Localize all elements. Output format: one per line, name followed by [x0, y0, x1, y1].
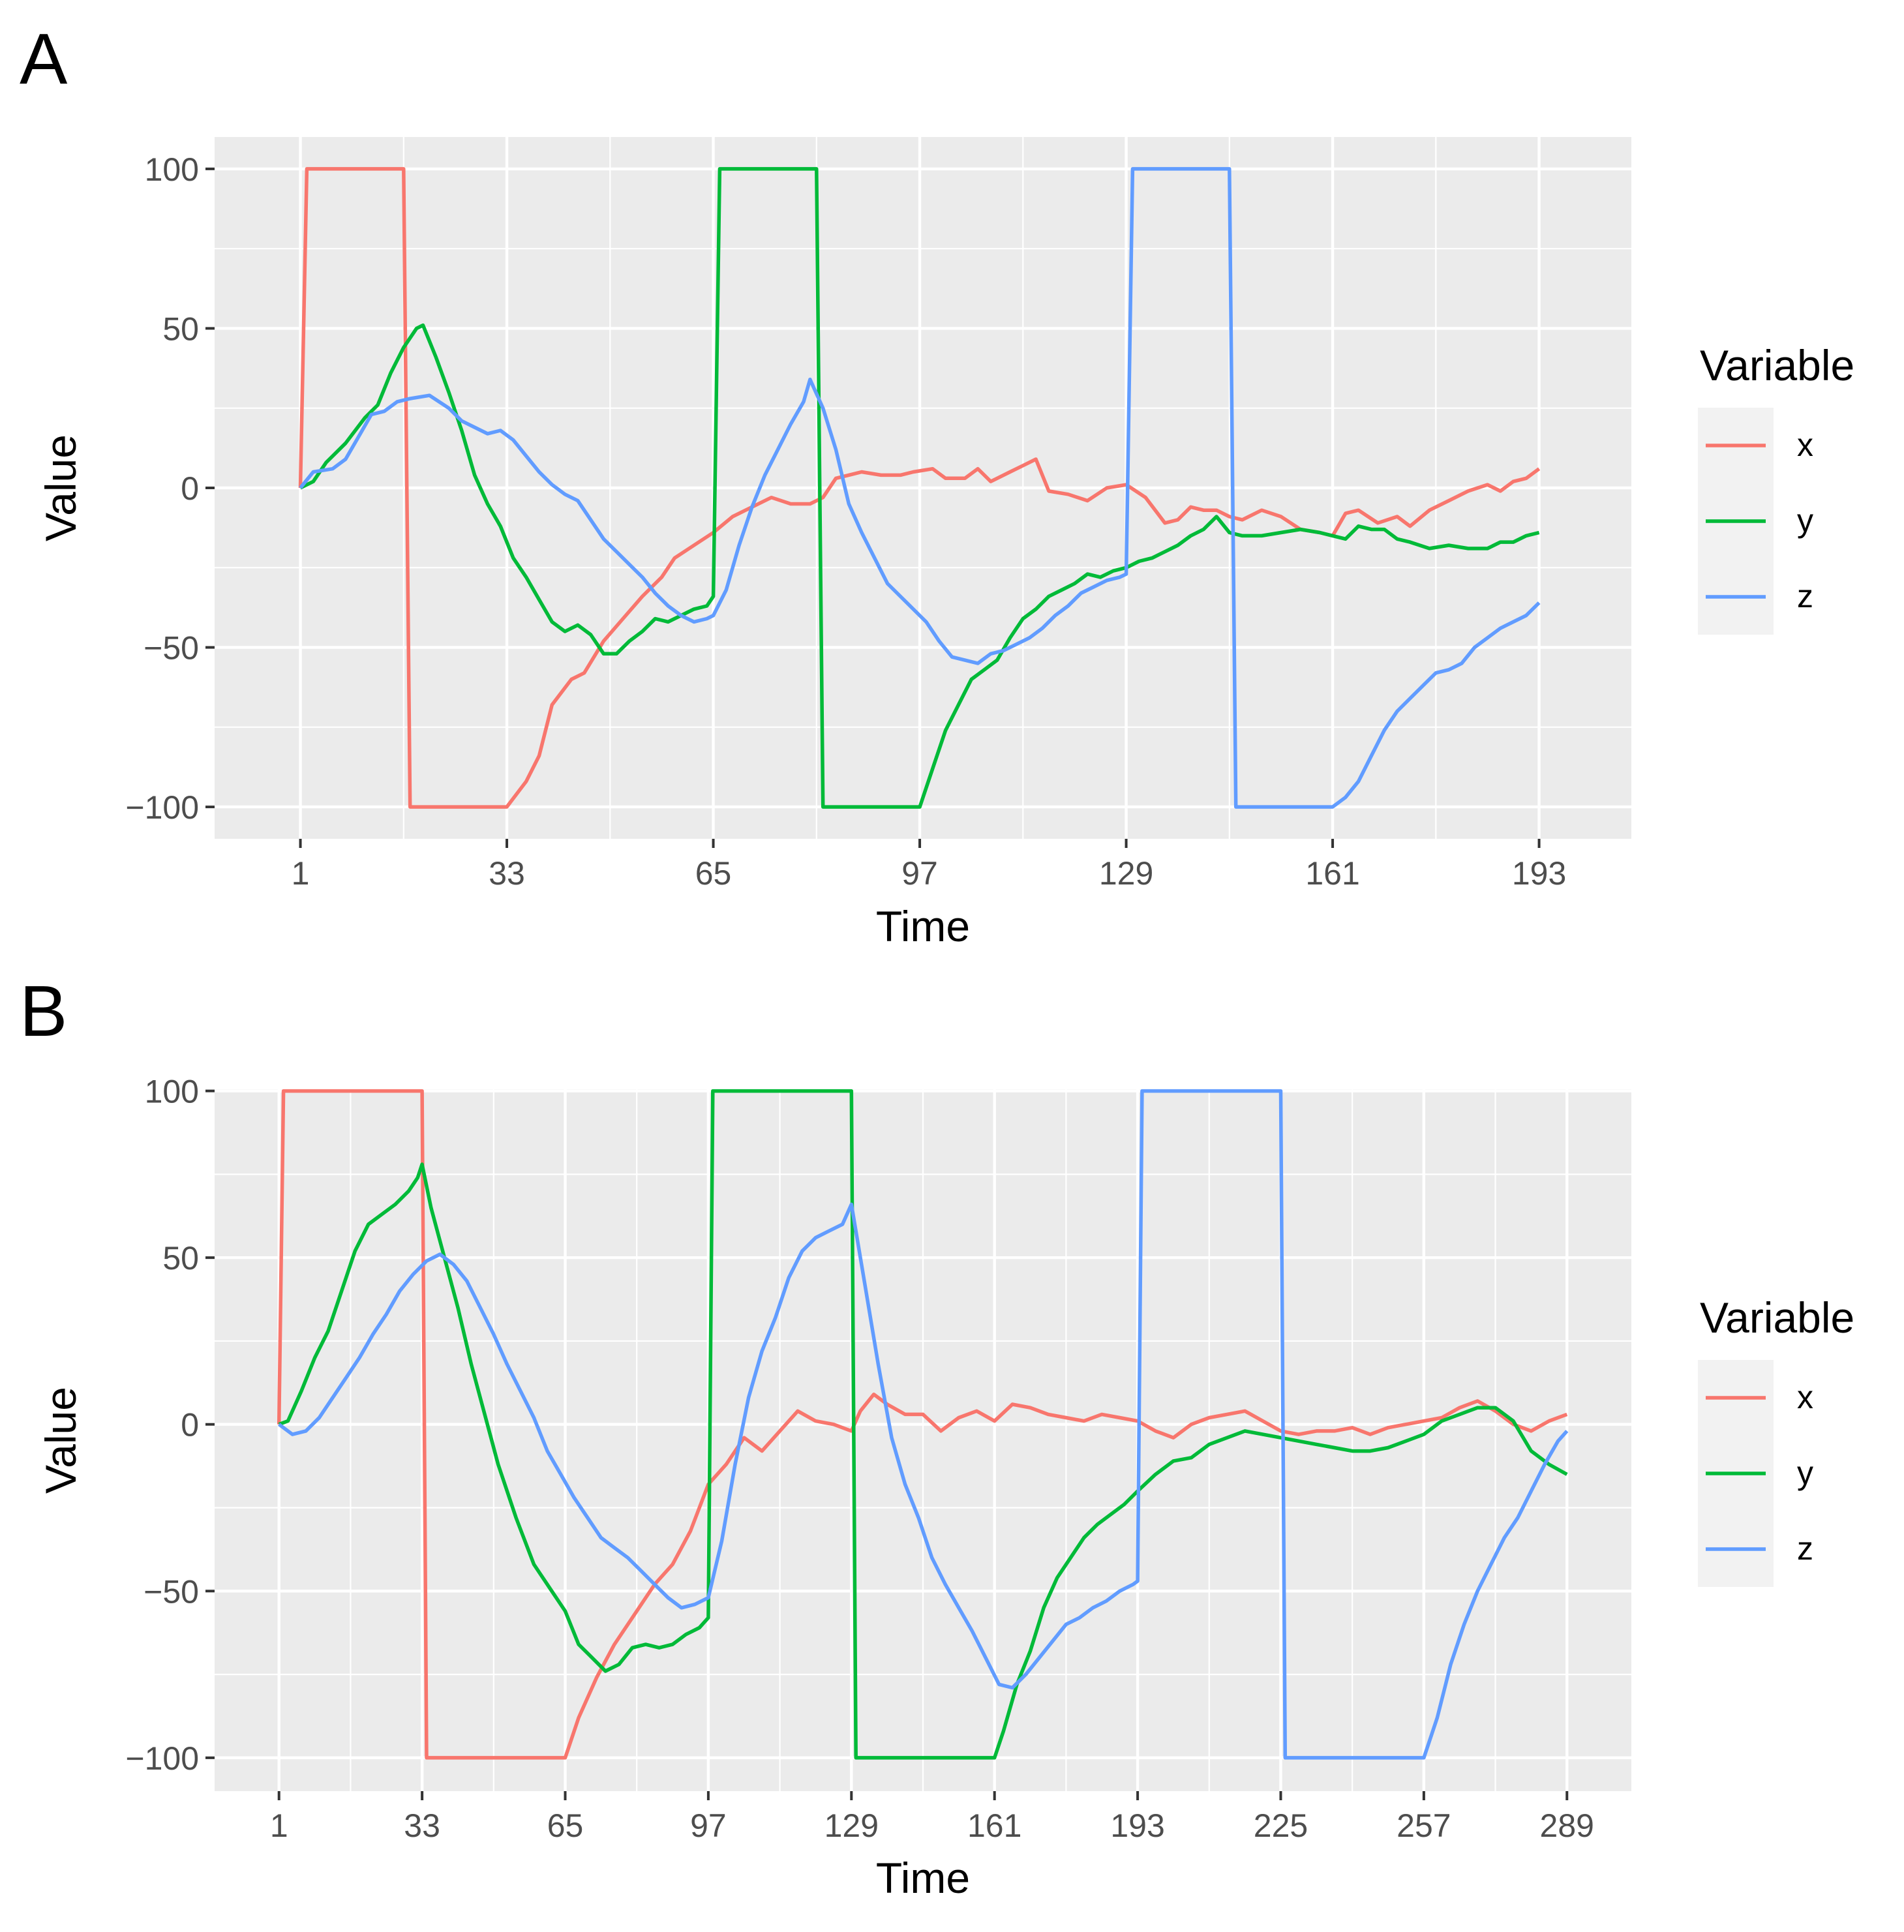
- y-axis-title-a: Value: [37, 434, 85, 541]
- legend-label-z: z: [1797, 578, 1813, 614]
- y-tick-label: 50: [162, 310, 199, 347]
- series-line-y: [278, 1089, 1568, 1760]
- legend-keys-a: x y z: [1698, 408, 1813, 635]
- legend-label-x: x: [1797, 427, 1813, 463]
- legend-label-y: y: [1797, 1455, 1813, 1491]
- x-axis-title-b: Time: [876, 1854, 970, 1902]
- legend-keys-b: x y z: [1698, 1360, 1813, 1587]
- y-tick-label: −50: [144, 1573, 199, 1610]
- y-axis-a: 100 50 0 −50 −100: [125, 151, 215, 826]
- legend-title-a: Variable: [1700, 341, 1854, 389]
- x-axis-title-a: Time: [876, 902, 970, 950]
- x-tick-label: 225: [1254, 1807, 1308, 1844]
- legend-label-z: z: [1797, 1530, 1813, 1567]
- y-tick-label: 50: [162, 1240, 199, 1276]
- y-tick-label: 100: [145, 151, 199, 188]
- series-line-z: [278, 1089, 1569, 1760]
- panel-letter-a: A: [20, 19, 68, 99]
- x-tick-label: 129: [824, 1807, 879, 1844]
- x-tick-label: 193: [1512, 855, 1566, 892]
- x-axis-a: 1 33 65 97 129 161 193: [292, 839, 1566, 892]
- series-lines-a: [298, 167, 1541, 809]
- legend-b: Variable x y z: [1698, 1293, 1854, 1587]
- y-tick-label: 100: [145, 1074, 199, 1110]
- y-tick-label: 0: [181, 470, 199, 507]
- legend-label-x: x: [1797, 1379, 1813, 1415]
- panel-letter-b: B: [20, 971, 67, 1051]
- x-tick-label: 129: [1099, 855, 1153, 892]
- x-tick-label: 289: [1540, 1807, 1594, 1844]
- y-axis-b: 100 50 0 −50 −100: [125, 1074, 215, 1777]
- panel-b: B 100 50 0 −50 −100 1 33 65 97 129 161 193 225 257 28…: [20, 971, 1854, 1902]
- y-tick-label: −100: [125, 789, 199, 826]
- y-axis-title-b: Value: [37, 1387, 85, 1494]
- x-tick-label: 257: [1397, 1807, 1451, 1844]
- x-axis-b: 1 33 65 97 129 161 193 225 257 289: [270, 1791, 1594, 1844]
- series-line-x: [277, 1089, 1568, 1760]
- panel-a: A 100 50 0 −50 −100 1 33 65 97 129 161 193 Time Va…: [20, 19, 1854, 950]
- legend-title-b: Variable: [1700, 1293, 1854, 1342]
- series-line-x: [298, 167, 1541, 809]
- series-line-y: [299, 167, 1540, 809]
- x-tick-label: 33: [489, 855, 525, 892]
- x-tick-label: 193: [1110, 1807, 1164, 1844]
- x-tick-label: 97: [901, 855, 938, 892]
- x-tick-label: 33: [404, 1807, 440, 1844]
- x-tick-label: 65: [695, 855, 732, 892]
- legend-a: Variable x y z: [1698, 341, 1854, 635]
- y-tick-label: −50: [144, 630, 199, 667]
- x-tick-label: 161: [1305, 855, 1359, 892]
- x-tick-label: 65: [547, 1807, 584, 1844]
- y-tick-label: 0: [181, 1407, 199, 1443]
- x-tick-label: 97: [690, 1807, 727, 1844]
- x-tick-label: 1: [270, 1807, 288, 1844]
- x-tick-label: 1: [292, 855, 310, 892]
- legend-label-y: y: [1797, 502, 1813, 539]
- series-line-z: [299, 167, 1541, 809]
- x-tick-label: 161: [967, 1807, 1021, 1844]
- y-tick-label: −100: [125, 1740, 199, 1777]
- series-lines-b: [277, 1089, 1569, 1760]
